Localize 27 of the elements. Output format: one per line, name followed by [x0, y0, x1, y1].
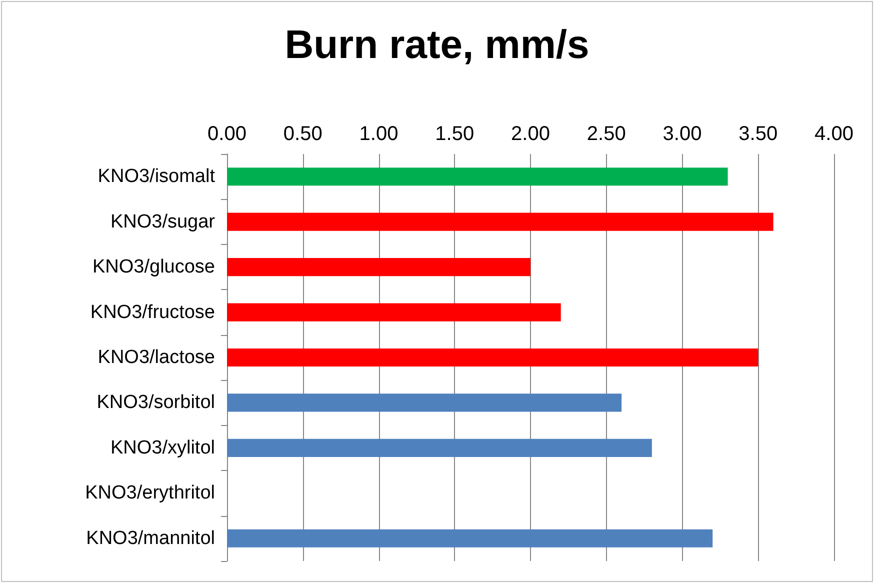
bar — [227, 212, 774, 231]
y-tick-label: KNO3/mannitol — [86, 528, 215, 549]
x-tick-label: 0.50 — [283, 123, 322, 145]
bar — [227, 438, 652, 457]
y-tick-label: KNO3/sorbitol — [96, 392, 215, 414]
x-tick-label: 3.50 — [738, 123, 778, 145]
chart-title: Burn rate, mm/s — [284, 23, 590, 67]
bar — [227, 168, 728, 186]
y-tick-label: KNO3/fructose — [90, 302, 215, 323]
bar — [227, 348, 758, 367]
y-tick-label: KNO3/sugar — [110, 211, 216, 232]
y-tick-label: KNO3/lactose — [98, 347, 215, 368]
x-tick-label: 1.00 — [359, 123, 398, 145]
x-tick-label: 0.00 — [208, 123, 246, 145]
x-tick-label: 1.50 — [435, 123, 474, 145]
y-tick-label: KNO3/isomalt — [98, 166, 216, 188]
y-tick-label: KNO3/glucose — [92, 256, 215, 278]
x-tick-label: 4.00 — [814, 123, 854, 145]
bar — [227, 303, 561, 322]
x-tick-label: 2.00 — [511, 123, 550, 145]
y-tick-label: KNO3/erythritol — [85, 482, 215, 504]
bar — [227, 394, 622, 412]
x-tick-label: 3.00 — [662, 123, 702, 145]
y-tick-label: KNO3/xylitol — [110, 437, 215, 458]
bar — [227, 258, 530, 276]
x-tick-label: 2.50 — [586, 123, 626, 145]
bar — [227, 529, 713, 548]
